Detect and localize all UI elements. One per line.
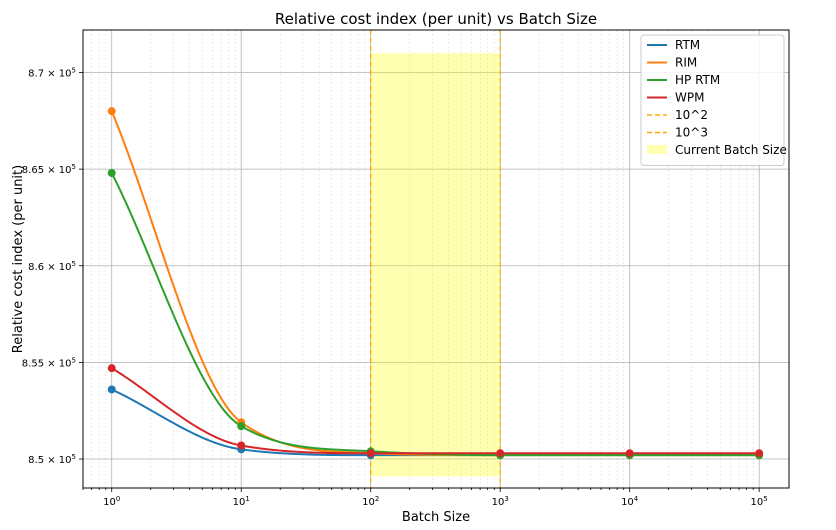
x-tick-label: 102 bbox=[362, 495, 379, 508]
y-tick-label: 8.55 × 105 bbox=[22, 356, 76, 369]
plot-area-frame bbox=[82, 29, 790, 489]
legend-label: RIM bbox=[675, 56, 697, 70]
x-axis-tick-labels: 100 101 102 103 104 105 bbox=[103, 495, 768, 508]
legend-label: Current Batch Size bbox=[675, 143, 787, 157]
y-tick-label: 8.7 × 105 bbox=[28, 67, 76, 80]
current-batch-span bbox=[370, 53, 501, 477]
data-points bbox=[107, 107, 764, 460]
data-point-hp-rtm bbox=[107, 169, 116, 178]
x-axis-title: Batch Size bbox=[402, 510, 470, 525]
chart-title: Relative cost index (per unit) vs Batch … bbox=[275, 10, 597, 28]
y-tick-label: 8.6 × 105 bbox=[28, 260, 76, 273]
legend-label: RTM bbox=[675, 38, 700, 52]
y-tick-label: 8.5 × 105 bbox=[28, 453, 76, 466]
x-tick-label: 105 bbox=[751, 495, 768, 508]
data-point-wpm bbox=[496, 449, 505, 458]
y-axis-title: Relative cost index (per unit) bbox=[11, 165, 26, 353]
axis-ticks bbox=[79, 72, 760, 492]
legend: RTM RIM HP RTM WPM 10^2 10^3 Current Batch Siz… bbox=[640, 34, 787, 166]
data-point-hp-rtm bbox=[237, 422, 246, 431]
legend-label: 10^3 bbox=[675, 126, 708, 140]
grid-lines bbox=[82, 30, 789, 488]
y-tick-label: 8.65 × 105 bbox=[22, 163, 76, 176]
y-axis-tick-labels: 8.5 × 105 8.55 × 105 8.6 × 105 8.65 × 105 8.… bbox=[22, 67, 76, 466]
x-tick-label: 100 bbox=[103, 495, 120, 508]
data-point-wpm bbox=[625, 449, 634, 458]
series-lines bbox=[110, 110, 760, 457]
reference-lines bbox=[370, 30, 501, 488]
legend-swatch bbox=[647, 145, 667, 154]
data-point-wpm bbox=[237, 441, 246, 450]
data-point-wpm bbox=[107, 364, 116, 373]
series-line-wpm bbox=[111, 367, 760, 455]
legend-label: HP RTM bbox=[675, 73, 720, 87]
batch-span-region bbox=[370, 53, 501, 477]
data-point-wpm bbox=[755, 449, 764, 458]
legend-box bbox=[640, 34, 785, 166]
x-tick-label: 101 bbox=[233, 495, 250, 508]
x-tick-label: 104 bbox=[621, 495, 639, 508]
legend-label: 10^2 bbox=[675, 108, 708, 122]
data-point-rim bbox=[107, 107, 116, 116]
data-point-rtm bbox=[107, 385, 116, 394]
data-point-wpm bbox=[366, 449, 375, 458]
x-tick-label: 103 bbox=[492, 495, 509, 508]
legend-label: WPM bbox=[675, 91, 704, 105]
